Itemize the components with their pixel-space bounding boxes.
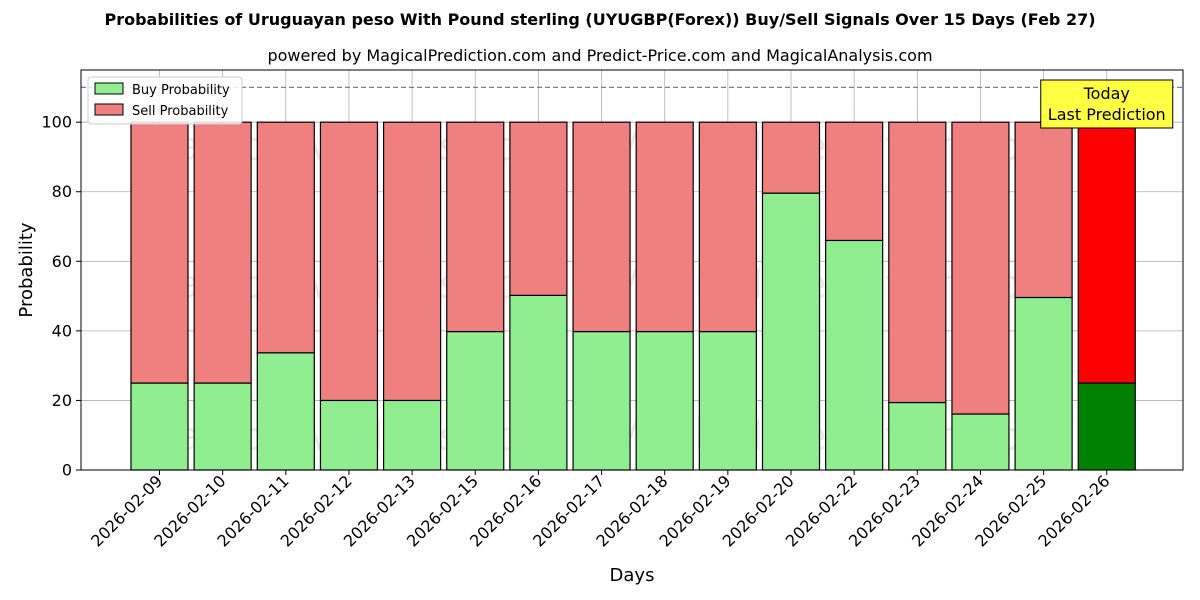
annotation-line-2: Last Prediction [1048, 105, 1166, 124]
sell-bar [383, 121, 442, 402]
y-tick-label: 60 [52, 252, 72, 271]
y-axis-label: Probability [16, 222, 37, 317]
annotation-line-1: Today [1083, 84, 1130, 103]
buy-bar [1077, 382, 1136, 471]
bar-layer [81, 86, 1183, 471]
buy-bar [383, 399, 442, 471]
buy-bar [635, 330, 694, 471]
y-tick-label: 40 [52, 321, 72, 340]
buy-bar [130, 382, 189, 471]
legend-label-buy: Buy Probability [132, 83, 230, 98]
legend-label-sell: Sell Probability [132, 104, 229, 119]
y-tick-label: 80 [52, 182, 72, 201]
sell-bar [446, 121, 505, 333]
buy-bar [698, 330, 757, 471]
legend: Buy Probability Sell Probability [87, 76, 243, 125]
chart-title: Probabilities of Uruguayan peso With Pou… [104, 10, 1096, 29]
legend-box [87, 76, 243, 125]
y-tick-label: 0 [62, 461, 72, 480]
legend-swatch-sell [94, 103, 124, 116]
sell-bar [761, 121, 821, 194]
sell-bar [572, 121, 631, 333]
buy-bar [319, 399, 379, 471]
buy-bar [825, 239, 884, 471]
chart-subtitle: powered by MagicalPrediction.com and Pre… [267, 46, 933, 65]
x-axis-label: Days [610, 565, 655, 586]
annotation: Today Last Prediction [1040, 79, 1174, 129]
y-tick-label: 20 [52, 391, 72, 410]
sell-bar [698, 121, 757, 333]
buy-bar [1014, 296, 1073, 471]
buy-bar [446, 330, 505, 471]
legend-swatch-buy [94, 82, 124, 95]
sell-bar [888, 121, 947, 404]
sell-bar [635, 121, 694, 333]
buy-bar [572, 330, 631, 471]
sell-bar [1077, 121, 1136, 384]
plot-frame [80, 69, 1184, 471]
sell-bar [130, 121, 189, 384]
sell-bar [1014, 121, 1073, 299]
annotation-box [1040, 79, 1174, 129]
buy-bar [888, 401, 947, 471]
sell-bar [319, 121, 379, 402]
buy-bar [193, 382, 252, 471]
buy-bar [509, 294, 568, 471]
buy-bar [761, 192, 821, 471]
buy-bar [951, 413, 1010, 471]
sell-bar [256, 121, 315, 354]
sell-bar [951, 121, 1010, 415]
sell-bar [193, 121, 252, 384]
sell-bar [825, 121, 884, 242]
sell-bar [509, 121, 568, 296]
y-tick-label: 100 [41, 113, 72, 132]
buy-bar [256, 352, 315, 471]
